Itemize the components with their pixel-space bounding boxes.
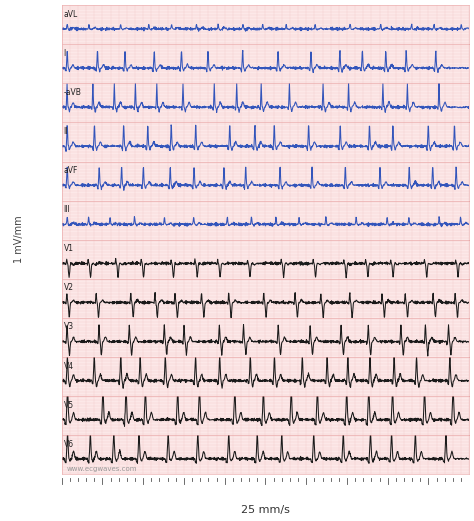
Text: V6: V6 <box>64 440 74 449</box>
Text: II: II <box>64 127 68 136</box>
Text: www.ecgwaves.com: www.ecgwaves.com <box>66 465 137 472</box>
Text: V5: V5 <box>64 401 74 410</box>
Text: V2: V2 <box>64 283 73 292</box>
Text: aVF: aVF <box>64 166 78 175</box>
Text: 1 mV/mm: 1 mV/mm <box>14 216 24 264</box>
Text: V1: V1 <box>64 244 73 253</box>
Text: V3: V3 <box>64 322 74 331</box>
Text: -aVB: -aVB <box>64 88 82 97</box>
Text: 25 mm/s: 25 mm/s <box>241 505 290 515</box>
Text: I: I <box>64 49 66 58</box>
Text: V4: V4 <box>64 362 74 370</box>
Text: III: III <box>64 205 71 214</box>
Text: aVL: aVL <box>64 10 78 19</box>
